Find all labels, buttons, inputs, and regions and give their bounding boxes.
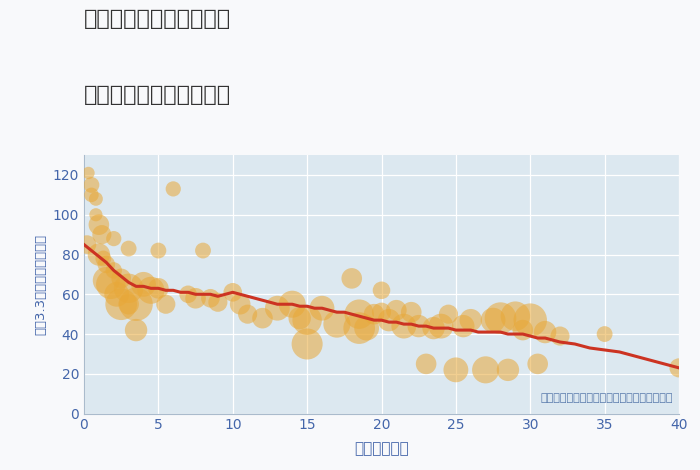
Point (354, 324, 365, 332)
Point (234, 300, 246, 308)
Point (108, 235, 119, 243)
X-axis label: 築年数（年）: 築年数（年） (354, 441, 409, 456)
Point (361, 324, 372, 332)
Point (510, 313, 521, 320)
Point (105, 281, 116, 288)
Point (111, 290, 122, 298)
Point (331, 321, 342, 328)
Point (554, 332, 566, 340)
Point (421, 360, 432, 368)
Point (532, 360, 543, 368)
Point (480, 366, 491, 374)
Text: 築年数別中古戸建て価格: 築年数別中古戸建て価格 (84, 85, 231, 105)
Point (98, 255, 109, 262)
Text: 兵庫県川西市けやき坂の: 兵庫県川西市けやき坂の (84, 9, 231, 30)
Point (153, 247, 164, 254)
Point (406, 308, 417, 316)
Point (93, 251, 104, 258)
Point (93, 221, 104, 228)
Point (96, 231, 108, 238)
Point (354, 310, 365, 318)
Point (413, 322, 424, 330)
Point (368, 310, 379, 318)
Point (450, 366, 461, 374)
Point (316, 305, 328, 312)
Point (116, 274, 127, 282)
Point (101, 277, 112, 284)
Point (517, 326, 528, 334)
Point (197, 247, 209, 254)
Point (287, 300, 298, 308)
Point (123, 245, 134, 252)
Point (130, 300, 141, 308)
Point (116, 300, 127, 308)
Text: 円の大きさは、取引のあった物件面積を示す: 円の大きさは、取引のあった物件面積を示す (540, 393, 673, 403)
Point (503, 366, 514, 374)
Point (495, 314, 506, 322)
Point (205, 295, 216, 302)
Point (90, 195, 101, 203)
Y-axis label: 坪（3.3㎡）単価（万円）: 坪（3.3㎡）単価（万円） (34, 234, 47, 335)
Point (391, 306, 402, 314)
Point (123, 284, 134, 292)
Point (108, 266, 119, 274)
Point (465, 316, 476, 324)
Point (398, 322, 409, 330)
Point (183, 290, 194, 298)
Point (458, 322, 469, 330)
Point (86, 191, 97, 199)
Point (101, 261, 112, 268)
Point (130, 326, 141, 334)
Point (599, 330, 610, 338)
Point (138, 281, 149, 288)
Point (376, 287, 387, 294)
Point (540, 329, 551, 336)
Point (435, 322, 447, 330)
Point (257, 314, 268, 322)
Point (86, 181, 97, 188)
Point (376, 308, 387, 316)
Point (428, 324, 439, 332)
Point (443, 310, 454, 318)
Point (146, 287, 157, 294)
Point (294, 314, 305, 322)
Point (83, 169, 94, 177)
Point (190, 295, 201, 302)
Point (302, 340, 313, 348)
Point (302, 316, 313, 324)
Point (168, 185, 179, 193)
Point (384, 316, 395, 324)
Point (90, 211, 101, 219)
Point (160, 300, 172, 308)
Point (346, 274, 357, 282)
Point (153, 284, 164, 292)
Point (487, 316, 498, 324)
Point (212, 298, 223, 306)
Point (81, 241, 92, 248)
Point (525, 316, 536, 324)
Point (123, 300, 134, 308)
Point (673, 364, 685, 372)
Point (227, 289, 238, 296)
Point (242, 310, 253, 318)
Point (272, 305, 283, 312)
